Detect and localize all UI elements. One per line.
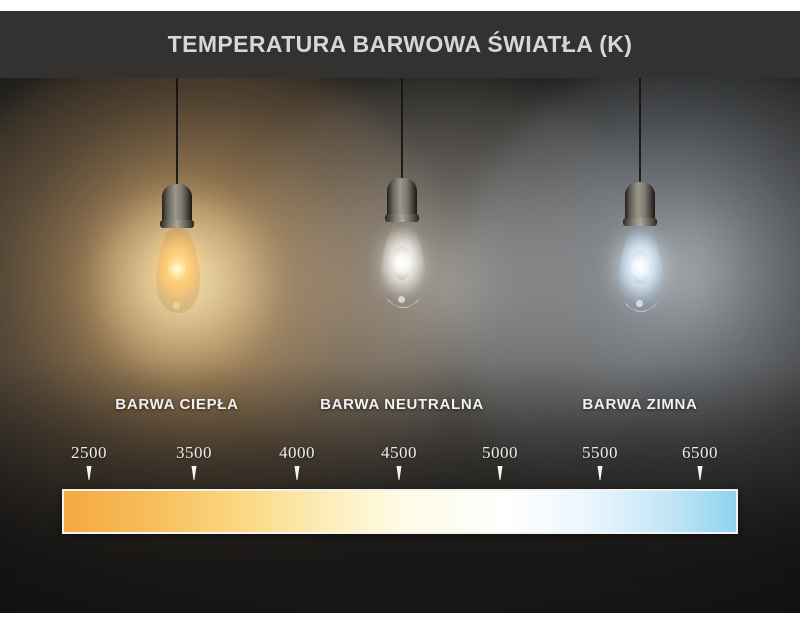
lamp-cord-cool (639, 78, 641, 182)
kelvin-value-3500: 3500 (176, 443, 212, 462)
bulb-filament-cool (631, 250, 649, 284)
bulb-filament-neutral (393, 246, 411, 280)
bulb-tip-cool (636, 300, 643, 307)
title-band (0, 11, 800, 78)
gradient-fill (64, 491, 736, 532)
bulb-filament-warm (168, 252, 186, 286)
kelvin-value-6500: 6500 (682, 443, 718, 462)
top-letterbox-strip (0, 0, 800, 11)
lamp-cord-warm (176, 78, 178, 184)
kelvin-value-5000: 5000 (482, 443, 518, 462)
lamp-cord-neutral (401, 78, 403, 178)
kelvin-value-2500: 2500 (71, 443, 107, 462)
bulb-tip-neutral (398, 296, 405, 303)
page-title: TEMPERATURA BARWOWA ŚWIATŁA (K) (167, 31, 633, 57)
color-temperature-gradient-bar (62, 489, 738, 534)
kelvin-value-4500: 4500 (381, 443, 417, 462)
color-category-label-warm: BARWA CIEPŁA (115, 396, 239, 413)
bottom-letterbox-strip (0, 613, 800, 624)
kelvin-value-5500: 5500 (582, 443, 618, 462)
color-category-label-cool: BARWA ZIMNA (582, 396, 698, 413)
bulb-tip-warm (173, 302, 180, 309)
kelvin-value-4000: 4000 (279, 443, 315, 462)
color-category-label-neutral: BARWA NEUTRALNA (320, 396, 484, 413)
